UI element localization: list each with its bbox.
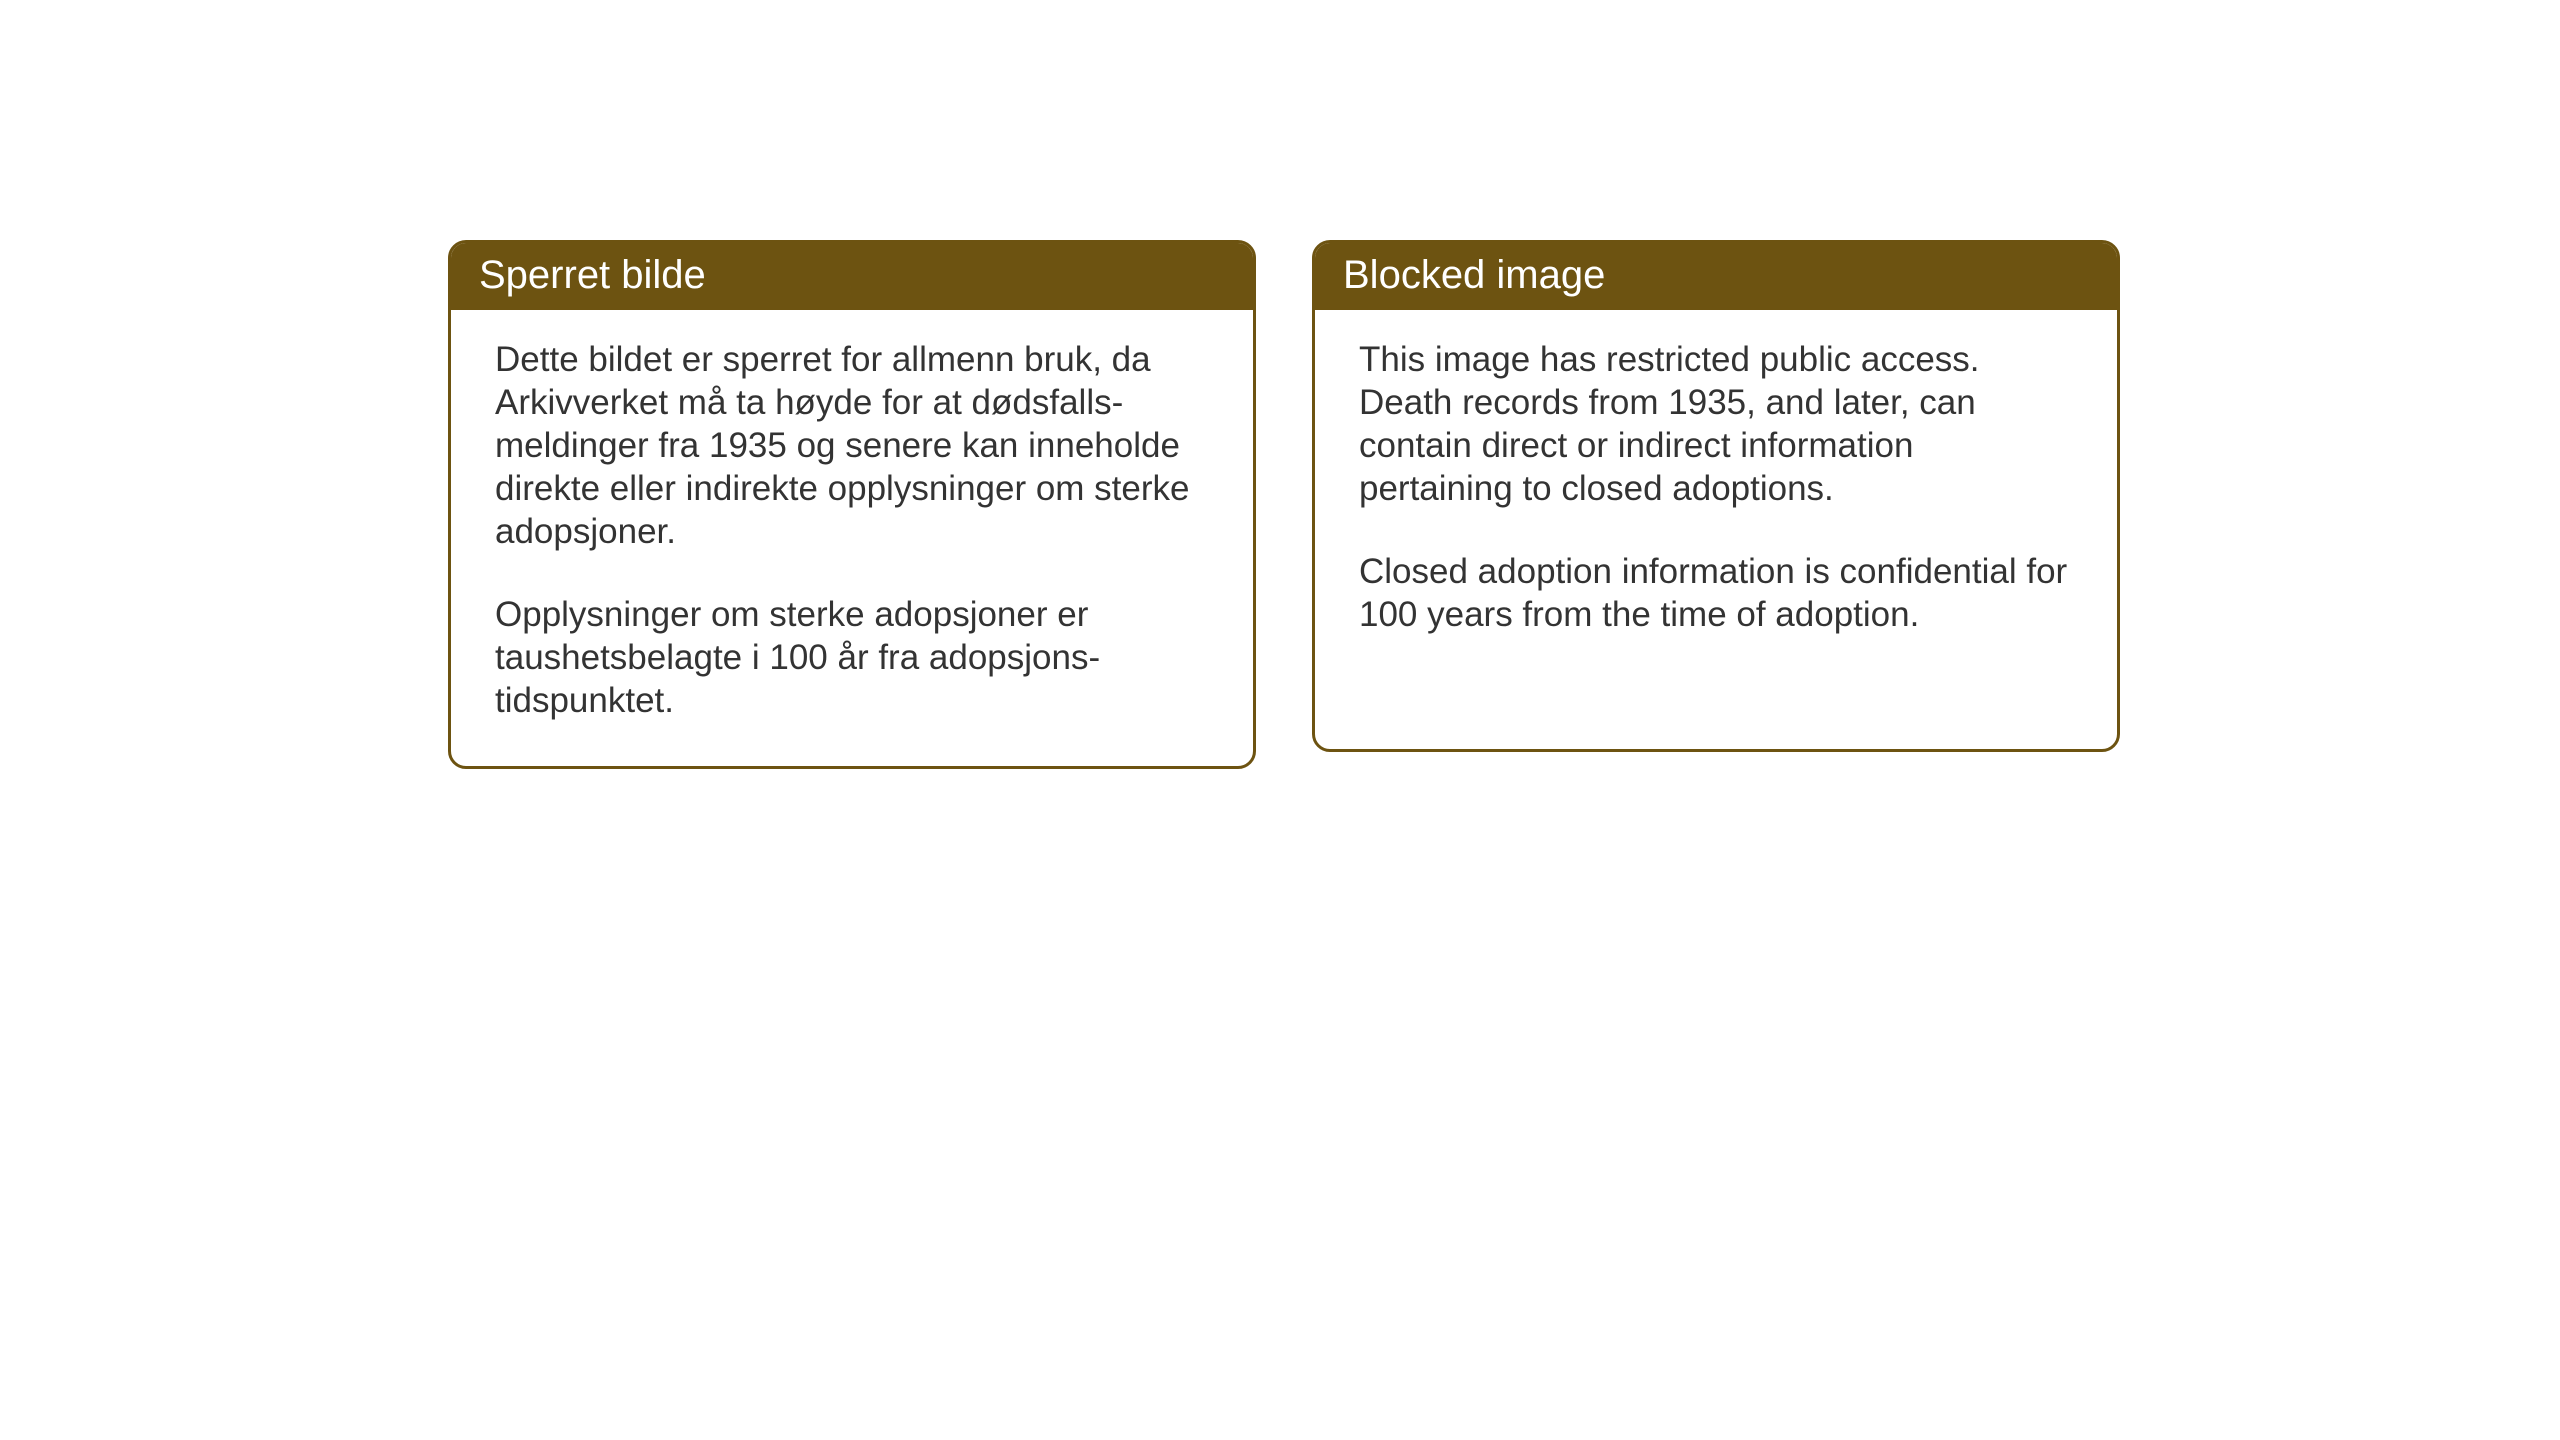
notice-header-norwegian: Sperret bilde — [451, 243, 1253, 310]
notice-paragraph: Dette bildet er sperret for allmenn bruk… — [495, 338, 1209, 553]
notice-paragraph: This image has restricted public access.… — [1359, 338, 2073, 510]
notice-body-norwegian: Dette bildet er sperret for allmenn bruk… — [451, 310, 1253, 766]
notice-body-english: This image has restricted public access.… — [1315, 310, 2117, 680]
notice-header-english: Blocked image — [1315, 243, 2117, 310]
notice-box-norwegian: Sperret bilde Dette bildet er sperret fo… — [448, 240, 1256, 769]
notice-container: Sperret bilde Dette bildet er sperret fo… — [448, 240, 2120, 769]
notice-box-english: Blocked image This image has restricted … — [1312, 240, 2120, 752]
notice-paragraph: Closed adoption information is confident… — [1359, 550, 2073, 636]
notice-paragraph: Opplysninger om sterke adopsjoner er tau… — [495, 593, 1209, 722]
